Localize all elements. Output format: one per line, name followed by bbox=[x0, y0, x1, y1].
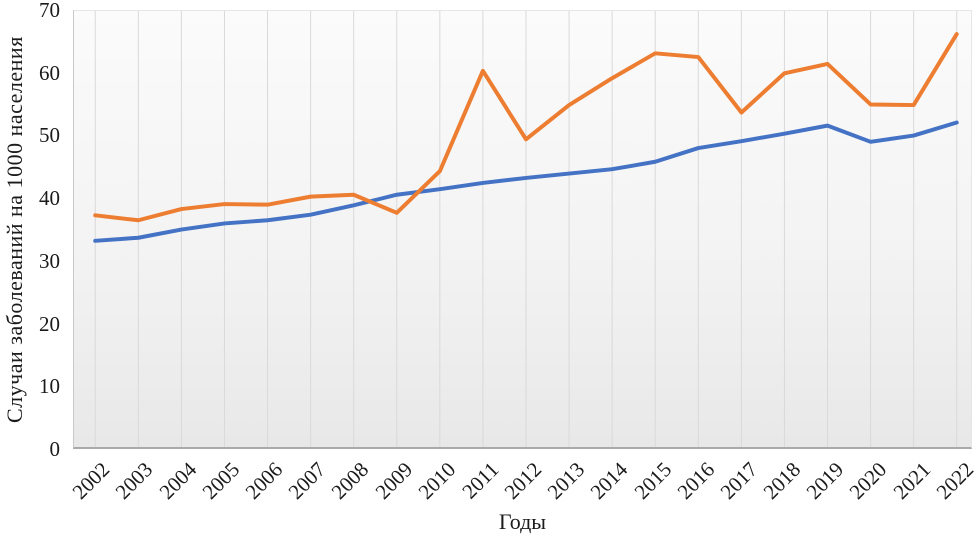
x-axis-title: Годы bbox=[498, 509, 547, 534]
x-tick-label: 2019 bbox=[801, 457, 849, 504]
chart-svg bbox=[93, 11, 959, 447]
y-tick-label: 40 bbox=[39, 186, 60, 211]
x-tick-label: 2012 bbox=[499, 457, 547, 504]
x-tick-label: 2002 bbox=[67, 457, 115, 504]
x-tick-label: 2016 bbox=[672, 457, 719, 504]
x-tick-label: 2009 bbox=[370, 457, 417, 504]
y-tick-label: 50 bbox=[39, 123, 60, 148]
x-tick-label: 2004 bbox=[154, 457, 201, 504]
x-tick-label: 2005 bbox=[197, 457, 245, 504]
x-tick-label: 2020 bbox=[844, 457, 892, 504]
x-tick-label: 2008 bbox=[326, 457, 374, 504]
series-line-blue bbox=[93, 120, 959, 243]
y-tick-label: 0 bbox=[49, 437, 61, 461]
x-tick-label: 2011 bbox=[456, 457, 504, 504]
x-tick-label: 2006 bbox=[240, 457, 288, 504]
x-tick-label: 2017 bbox=[715, 457, 763, 504]
y-tick-label: 30 bbox=[39, 248, 60, 273]
x-tick-label: 2014 bbox=[585, 457, 633, 504]
x-tick-label: 2007 bbox=[283, 457, 331, 504]
plot-area bbox=[73, 10, 972, 449]
x-tick-label: 2018 bbox=[758, 457, 806, 504]
series-line-orange bbox=[93, 32, 959, 223]
x-tick-label: 2010 bbox=[413, 457, 460, 504]
y-tick-label: 20 bbox=[39, 311, 60, 336]
x-tick-label: 2022 bbox=[931, 457, 978, 504]
y-tick-label: 70 bbox=[39, 0, 60, 22]
x-tick-label: 2015 bbox=[629, 457, 676, 504]
y-tick-label: 10 bbox=[39, 374, 60, 399]
x-tick-label: 2003 bbox=[111, 457, 158, 504]
x-tick-label: 2021 bbox=[888, 457, 935, 504]
y-tick-label: 60 bbox=[39, 60, 60, 85]
x-tick-label: 2013 bbox=[542, 457, 590, 504]
